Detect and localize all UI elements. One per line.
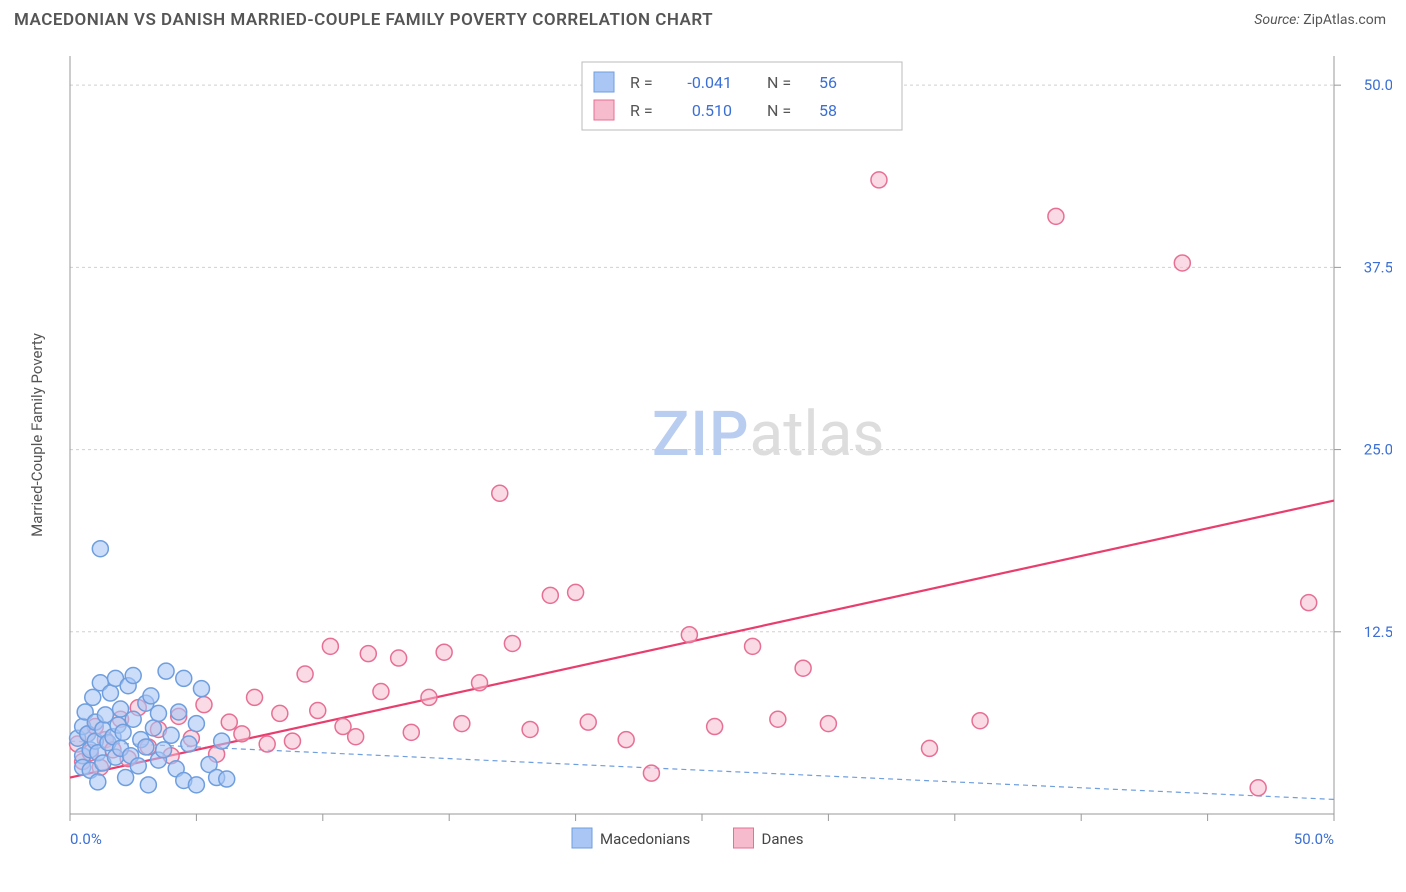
data-point bbox=[118, 770, 134, 786]
data-point bbox=[221, 714, 237, 730]
data-point bbox=[681, 627, 697, 643]
y-tick-label: 37.5% bbox=[1364, 258, 1392, 276]
data-point bbox=[972, 713, 988, 729]
data-point bbox=[472, 675, 488, 691]
data-point bbox=[492, 485, 508, 501]
legend-swatch bbox=[572, 828, 592, 848]
data-point bbox=[158, 663, 174, 679]
data-point bbox=[643, 765, 659, 781]
data-point bbox=[196, 697, 212, 713]
data-point bbox=[125, 668, 141, 684]
data-point bbox=[707, 719, 723, 735]
x-tick-label: 0.0% bbox=[70, 830, 102, 848]
data-point bbox=[568, 584, 584, 600]
data-point bbox=[436, 644, 452, 660]
data-point bbox=[373, 684, 389, 700]
source-label: Source: bbox=[1254, 12, 1299, 28]
data-point bbox=[90, 774, 106, 790]
trend-line bbox=[70, 741, 1334, 799]
data-point bbox=[115, 724, 131, 740]
x-tick-label: 50.0% bbox=[1294, 830, 1334, 848]
correlation-n-value: 56 bbox=[819, 73, 837, 92]
legend-label: Danes bbox=[762, 830, 804, 848]
chart-source: Source: ZipAtlas.com bbox=[1254, 12, 1386, 28]
y-tick-label: 50.0% bbox=[1364, 76, 1392, 94]
data-point bbox=[580, 714, 596, 730]
correlation-swatch bbox=[594, 100, 614, 120]
data-point bbox=[770, 711, 786, 727]
y-tick-label: 12.5% bbox=[1364, 623, 1392, 641]
legend-label: Macedonians bbox=[600, 830, 690, 848]
data-point bbox=[125, 711, 141, 727]
chart-header: MACEDONIAN VS DANISH MARRIED-COUPLE FAMI… bbox=[0, 0, 1406, 38]
data-point bbox=[193, 681, 209, 697]
data-point bbox=[542, 587, 558, 603]
data-point bbox=[102, 685, 118, 701]
data-point bbox=[176, 670, 192, 686]
data-point bbox=[745, 638, 761, 654]
data-point bbox=[322, 638, 338, 654]
data-point bbox=[130, 758, 146, 774]
data-point bbox=[150, 705, 166, 721]
correlation-n-label: N = bbox=[767, 73, 791, 92]
correlation-swatch bbox=[594, 72, 614, 92]
correlation-n-label: N = bbox=[767, 101, 791, 120]
data-point bbox=[163, 727, 179, 743]
data-point bbox=[403, 724, 419, 740]
data-point bbox=[618, 732, 634, 748]
data-point bbox=[1048, 208, 1064, 224]
data-point bbox=[795, 660, 811, 676]
data-point bbox=[188, 777, 204, 793]
legend-swatch bbox=[734, 828, 754, 848]
data-point bbox=[140, 777, 156, 793]
data-point bbox=[421, 689, 437, 705]
correlation-n-value: 58 bbox=[819, 101, 837, 120]
data-point bbox=[1250, 780, 1266, 796]
scatter-chart: ZIPatlas 0.0% 50.0% 12.5% 25.0% 37.5% 50.0% Mar… bbox=[14, 44, 1392, 882]
data-point bbox=[284, 733, 300, 749]
data-point bbox=[922, 740, 938, 756]
watermark: ZIPatlas bbox=[652, 398, 884, 471]
trend-line bbox=[70, 501, 1334, 778]
data-point bbox=[188, 716, 204, 732]
y-axis-label: Married-Couple Family Poverty bbox=[28, 333, 46, 537]
data-point bbox=[297, 666, 313, 682]
data-point bbox=[522, 721, 538, 737]
data-point bbox=[143, 688, 159, 704]
correlation-r-label: R = bbox=[630, 101, 653, 120]
chart-area: ZIPatlas 0.0% 50.0% 12.5% 25.0% 37.5% 50.0% Mar… bbox=[14, 44, 1392, 882]
data-point bbox=[156, 742, 172, 758]
chart-title: MACEDONIAN VS DANISH MARRIED-COUPLE FAMI… bbox=[14, 10, 713, 30]
data-point bbox=[504, 635, 520, 651]
y-tick-label: 25.0% bbox=[1364, 441, 1392, 459]
data-point bbox=[454, 716, 470, 732]
data-point bbox=[171, 704, 187, 720]
data-point bbox=[85, 689, 101, 705]
data-point bbox=[219, 771, 235, 787]
data-point bbox=[181, 736, 197, 752]
correlation-r-label: R = bbox=[630, 73, 653, 92]
data-point bbox=[272, 705, 288, 721]
data-point bbox=[214, 733, 230, 749]
data-point bbox=[310, 703, 326, 719]
data-point bbox=[138, 739, 154, 755]
data-point bbox=[92, 541, 108, 557]
data-point bbox=[871, 172, 887, 188]
data-point bbox=[348, 729, 364, 745]
data-point bbox=[234, 726, 250, 742]
data-point bbox=[360, 646, 376, 662]
data-point bbox=[259, 736, 275, 752]
correlation-r-value: -0.041 bbox=[687, 73, 732, 92]
data-point bbox=[145, 720, 161, 736]
correlation-r-value: 0.510 bbox=[692, 101, 732, 120]
data-point bbox=[1301, 595, 1317, 611]
data-point bbox=[247, 689, 263, 705]
data-point bbox=[391, 650, 407, 666]
data-point bbox=[820, 716, 836, 732]
source-name: ZipAtlas.com bbox=[1303, 12, 1386, 28]
data-point bbox=[1174, 255, 1190, 271]
